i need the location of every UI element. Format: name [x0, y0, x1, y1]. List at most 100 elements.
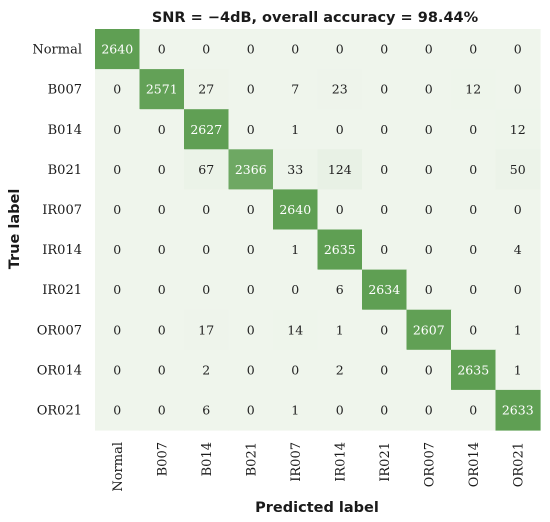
- heatmap-cell: [273, 349, 319, 391]
- x-tick-label: OR007: [422, 442, 437, 487]
- cell-value-label: 1: [514, 322, 522, 337]
- cell-value-label: 27: [198, 82, 214, 97]
- cell-value-label: 0: [469, 42, 477, 57]
- cell-value-label: 1: [291, 402, 299, 417]
- cell-value-label: 124: [328, 162, 352, 177]
- cell-value-label: 2635: [324, 242, 356, 257]
- heatmap-cell: [406, 349, 452, 391]
- heatmap-cell: [451, 349, 497, 391]
- cell-value-label: 0: [202, 242, 210, 257]
- cell-value-label: 0: [202, 202, 210, 217]
- cell-value-label: 0: [380, 202, 388, 217]
- cell-value-label: 0: [158, 162, 166, 177]
- cell-value-label: 2366: [235, 162, 267, 177]
- cell-value-label: 0: [202, 42, 210, 57]
- cell-value-label: 4: [514, 242, 522, 257]
- cell-value-label: 0: [158, 122, 166, 137]
- x-axis-label: Predicted label: [255, 500, 379, 516]
- cell-value-label: 0: [380, 322, 388, 337]
- heatmap-cell: [184, 229, 230, 271]
- x-tick-label: IR007: [289, 442, 304, 482]
- heatmap-cell: [139, 269, 185, 311]
- cell-value-label: 0: [247, 42, 255, 57]
- cell-value-label: 0: [469, 122, 477, 137]
- heatmap-cell: [495, 29, 541, 70]
- heatmap-cell: [362, 389, 408, 431]
- cell-value-label: 2635: [457, 362, 489, 377]
- heatmap-cell: [139, 349, 185, 391]
- heatmap-cell: [273, 229, 319, 271]
- heatmap-cell: [495, 349, 541, 391]
- cell-value-label: 0: [247, 402, 255, 417]
- cell-value-label: 0: [380, 242, 388, 257]
- cell-value-label: 1: [514, 362, 522, 377]
- heatmap-cell: [228, 189, 274, 231]
- cell-value-label: 0: [158, 362, 166, 377]
- heatmap-cell: [451, 69, 497, 110]
- heatmap-cell: [228, 229, 274, 271]
- heatmap-cell: [451, 269, 497, 311]
- cell-value-label: 0: [113, 82, 121, 97]
- cell-value-label: 1: [291, 242, 299, 257]
- heatmap-cell: [95, 269, 141, 311]
- heatmap-cell: [184, 69, 230, 110]
- cell-value-label: 0: [469, 402, 477, 417]
- heatmap-cell: [273, 109, 319, 150]
- cell-value-label: 0: [514, 202, 522, 217]
- heatmap-cell: [95, 389, 141, 431]
- cell-value-label: 0: [113, 202, 121, 217]
- heatmap-cell: [95, 309, 141, 351]
- cell-value-label: 0: [425, 122, 433, 137]
- heatmap-cell: [317, 229, 363, 271]
- cell-value-label: 6: [202, 402, 210, 417]
- cell-value-label: 0: [380, 362, 388, 377]
- heatmap-cell: [184, 309, 230, 351]
- heatmap-cell: [406, 69, 452, 110]
- heatmap-cell: [95, 349, 141, 391]
- heatmap-cell: [451, 149, 497, 190]
- y-tick-label: IR007: [42, 203, 82, 218]
- cell-value-label: 2571: [146, 82, 178, 97]
- heatmap-cell: [406, 149, 452, 190]
- cell-value-label: 0: [425, 42, 433, 57]
- cell-value-label: 0: [158, 322, 166, 337]
- heatmap-cell: [495, 109, 541, 150]
- heatmap-cell: [362, 229, 408, 271]
- cell-value-label: 0: [113, 322, 121, 337]
- y-tick-label: B007: [48, 83, 82, 98]
- heatmap-cell: [228, 69, 274, 110]
- heatmap-cell: [184, 189, 230, 231]
- cell-value-label: 0: [380, 402, 388, 417]
- cell-value-label: 0: [469, 162, 477, 177]
- cell-value-label: 17: [198, 322, 214, 337]
- cell-value-label: 0: [514, 82, 522, 97]
- x-tick-label: B014: [200, 442, 215, 476]
- heatmap-cell: [451, 309, 497, 351]
- heatmap-cell: [362, 109, 408, 150]
- heatmap-cell: [317, 189, 363, 231]
- heatmap-cell: [406, 309, 452, 351]
- heatmap-cell: [273, 29, 319, 70]
- heatmap-cell: [95, 229, 141, 271]
- cell-value-label: 12: [510, 122, 526, 137]
- heatmap-cell: [273, 69, 319, 110]
- heatmap-cell: [495, 149, 541, 190]
- cell-value-label: 0: [113, 162, 121, 177]
- cell-value-label: 0: [425, 402, 433, 417]
- heatmap-cell: [228, 149, 274, 190]
- cell-value-label: 2607: [413, 322, 445, 337]
- cell-value-label: 0: [158, 242, 166, 257]
- cell-value-label: 33: [287, 162, 303, 177]
- heatmap-cell: [228, 269, 274, 311]
- cell-value-label: 2640: [101, 42, 133, 57]
- cell-value-label: 0: [336, 202, 344, 217]
- cell-value-label: 1: [336, 322, 344, 337]
- heatmap-cell: [139, 389, 185, 431]
- cell-value-label: 7: [291, 82, 299, 97]
- cell-value-label: 23: [332, 82, 348, 97]
- heatmap-cell: [184, 29, 230, 70]
- y-tick-labels: Normal B007 B014 B021 IR007 IR014 IR021 OR007 OR…: [32, 43, 82, 419]
- x-tick-label: IR014: [333, 442, 348, 482]
- cell-value-label: 0: [247, 202, 255, 217]
- cell-value-label: 0: [247, 362, 255, 377]
